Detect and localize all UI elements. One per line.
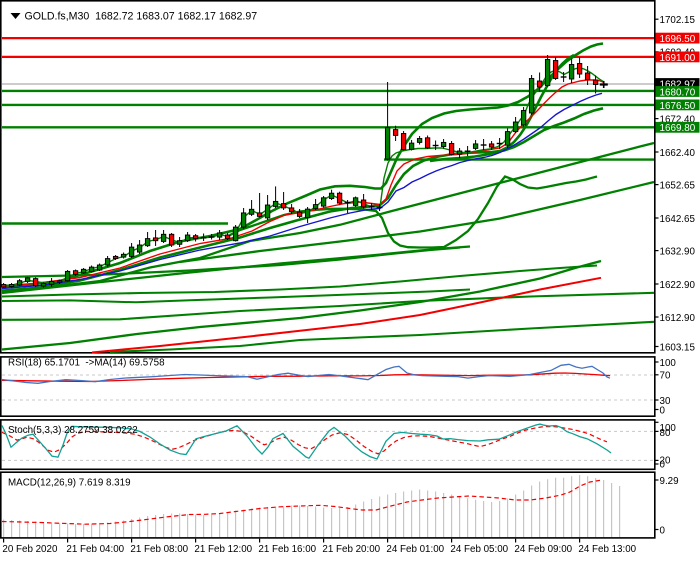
svg-text:30: 30 xyxy=(660,396,671,407)
svg-text:GOLD.fs,M30 1682.72 1683.07 1: GOLD.fs,M30 1682.72 1683.07 1682.17 1682… xyxy=(25,10,258,22)
svg-text:9.29: 9.29 xyxy=(660,476,679,487)
svg-text:24 Feb 01:00: 24 Feb 01:00 xyxy=(386,544,444,555)
svg-text:21 Feb 08:00: 21 Feb 08:00 xyxy=(130,544,188,555)
svg-text:0: 0 xyxy=(660,459,666,470)
svg-text:80: 80 xyxy=(660,428,671,439)
svg-text:1622.90: 1622.90 xyxy=(660,280,696,291)
svg-text:1691.00: 1691.00 xyxy=(660,53,696,64)
svg-text:Stoch(5,3,3) 28.2759 38.0222: Stoch(5,3,3) 28.2759 38.0222 xyxy=(8,425,138,436)
svg-text:21 Feb 16:00: 21 Feb 16:00 xyxy=(258,544,316,555)
svg-text:24 Feb 05:00: 24 Feb 05:00 xyxy=(450,544,508,555)
svg-text:0: 0 xyxy=(660,405,666,416)
svg-text:100: 100 xyxy=(660,358,677,369)
svg-text:MACD(12,26,9) 7.619 8.319: MACD(12,26,9) 7.619 8.319 xyxy=(8,478,131,489)
svg-text:21 Feb 04:00: 21 Feb 04:00 xyxy=(66,544,124,555)
svg-text:1662.40: 1662.40 xyxy=(660,148,696,159)
svg-text:1696.50: 1696.50 xyxy=(660,34,696,45)
svg-text:0: 0 xyxy=(660,525,666,536)
svg-text:24 Feb 09:00: 24 Feb 09:00 xyxy=(514,544,572,555)
svg-text:1702.15: 1702.15 xyxy=(660,15,696,26)
svg-text:1652.65: 1652.65 xyxy=(660,180,696,191)
svg-text:70: 70 xyxy=(660,371,671,382)
svg-text:1676.50: 1676.50 xyxy=(660,101,696,112)
svg-text:1682.97: 1682.97 xyxy=(660,79,696,90)
svg-text:21 Feb 20:00: 21 Feb 20:00 xyxy=(322,544,380,555)
svg-text:20 Feb 2020: 20 Feb 2020 xyxy=(2,544,58,555)
svg-text:1672.40: 1672.40 xyxy=(660,114,696,125)
svg-text:21 Feb 12:00: 21 Feb 12:00 xyxy=(194,544,252,555)
svg-text:1642.65: 1642.65 xyxy=(660,214,696,225)
svg-text:100: 100 xyxy=(660,423,677,434)
svg-text:RSI(18) 65.1701 ->MA(14) 69.5: RSI(18) 65.1701 ->MA(14) 69.5758 xyxy=(8,358,165,369)
svg-text:24 Feb 13:00: 24 Feb 13:00 xyxy=(578,544,636,555)
svg-text:1603.15: 1603.15 xyxy=(660,342,696,353)
svg-text:1680.70: 1680.70 xyxy=(660,87,696,98)
svg-text:1669.80: 1669.80 xyxy=(660,123,696,134)
svg-text:1612.90: 1612.90 xyxy=(660,313,696,324)
svg-text:20: 20 xyxy=(660,455,671,466)
svg-text:1632.90: 1632.90 xyxy=(660,246,696,257)
